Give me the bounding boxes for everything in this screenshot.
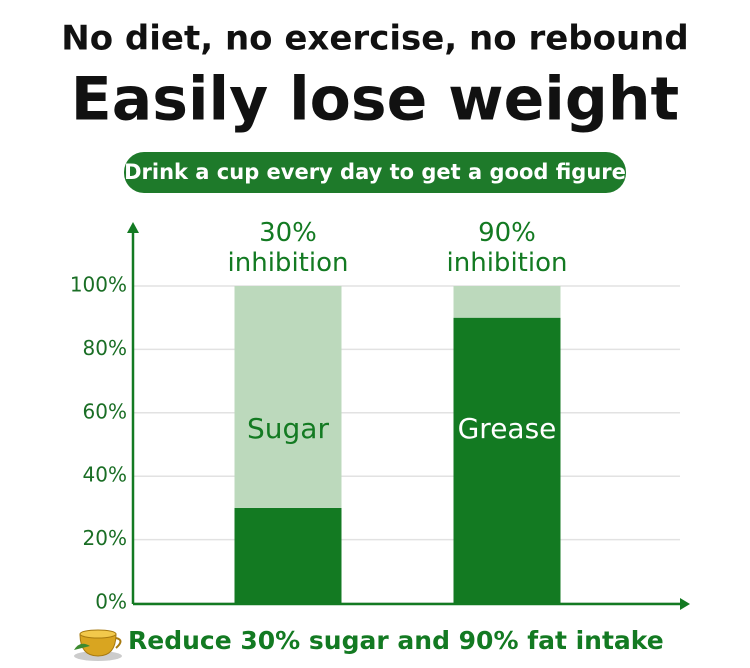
bar-segment	[453, 286, 561, 318]
y-axis-arrow	[127, 222, 139, 233]
tagline-pill	[124, 152, 626, 193]
y-tick-label: 60%	[83, 399, 127, 423]
bar-segment	[234, 507, 342, 603]
tagline: Drink a cup every day to get a good figu…	[124, 160, 626, 184]
chart-title: No diet, no exercise, no rebound	[61, 19, 688, 59]
axes	[127, 222, 690, 610]
bar-segment	[234, 286, 342, 508]
teacup-icon	[74, 629, 122, 661]
category-label: Grease	[458, 412, 557, 445]
y-tick-label: 0%	[95, 590, 127, 614]
y-tick-label: 80%	[83, 336, 127, 360]
x-axis-arrow	[680, 598, 690, 610]
value-label: 30% inhibition	[228, 218, 349, 278]
footer: Reduce 30% sugar and 90% fat intake	[128, 626, 664, 655]
category-label: Sugar	[247, 412, 329, 445]
value-label: 90% inhibition	[447, 218, 568, 278]
y-tick-label: 20%	[83, 526, 127, 550]
bar-segment	[453, 317, 561, 603]
chart-subtitle: Easily lose weight	[71, 65, 679, 135]
y-tick-label: 40%	[83, 463, 127, 487]
y-tick-label: 100%	[70, 273, 127, 297]
